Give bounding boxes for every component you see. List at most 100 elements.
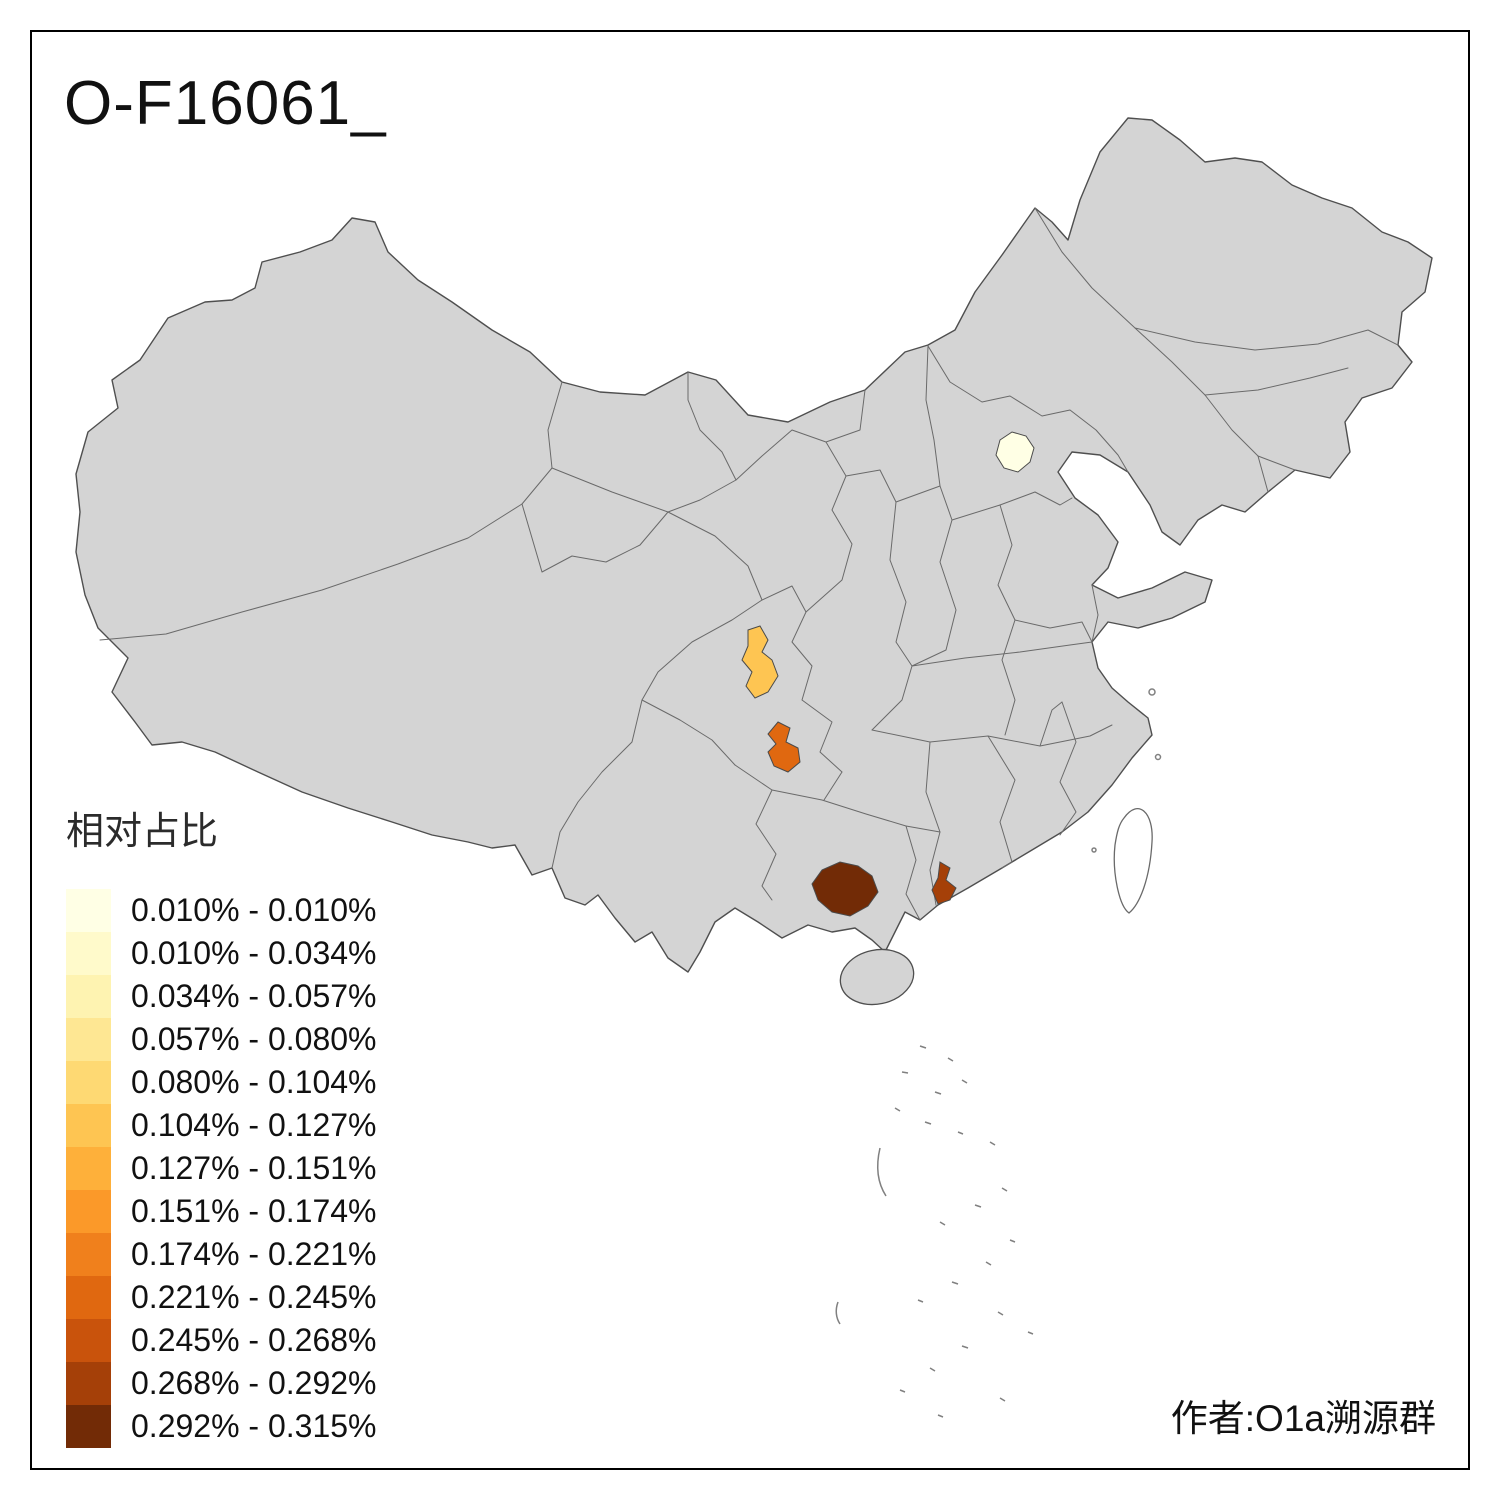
province-border	[951, 504, 1016, 736]
legend-swatch	[66, 1319, 111, 1362]
province-border	[99, 381, 563, 641]
province-border	[999, 491, 1073, 506]
province-border	[734, 764, 777, 901]
legend-label: 0.151% - 0.174%	[131, 1193, 377, 1229]
legend-label: 0.034% - 0.057%	[131, 978, 377, 1014]
province-border	[551, 467, 763, 601]
province-border	[1014, 619, 1093, 643]
legend-swatch	[66, 932, 111, 975]
sea-mark	[947, 1057, 954, 1062]
region-central-sichuan-area	[741, 625, 779, 699]
province-border	[641, 599, 763, 701]
sea-mark	[934, 1091, 942, 1095]
legend-swatch	[66, 1190, 111, 1233]
province-border	[825, 389, 866, 443]
province-border	[1257, 455, 1296, 471]
legend-item: 0.104% - 0.127%	[66, 1104, 377, 1147]
sea-mark	[997, 1311, 1004, 1316]
legend-items: 0.010% - 0.010% 0.010% - 0.034% 0.034% - 0…	[66, 889, 377, 1448]
province-border	[551, 699, 643, 869]
legend-item: 0.268% - 0.292%	[66, 1362, 377, 1405]
province-border	[1204, 367, 1349, 396]
sea-mark	[974, 1204, 982, 1208]
legend-swatch	[66, 1233, 111, 1276]
sea-mark	[899, 1389, 906, 1393]
legend-item: 0.010% - 0.010%	[66, 889, 377, 932]
south-china-sea-islands	[835, 1045, 1034, 1418]
province-border	[871, 724, 1113, 747]
legend-title: 相对占比	[66, 811, 219, 853]
sea-mark	[939, 1221, 946, 1226]
legend-item: 0.151% - 0.174%	[66, 1190, 377, 1233]
province-border	[911, 641, 1093, 667]
legend-item: 0.057% - 0.080%	[66, 1018, 377, 1061]
sea-mark	[999, 1397, 1006, 1402]
legend-label: 0.104% - 0.127%	[131, 1107, 377, 1143]
province-border	[823, 771, 843, 801]
sea-mark	[961, 1345, 969, 1349]
sea-mark	[957, 1131, 964, 1135]
legend-label: 0.057% - 0.080%	[131, 1021, 377, 1057]
legend-item: 0.174% - 0.221%	[66, 1233, 377, 1276]
china-mainland	[75, 117, 1433, 973]
coastal-islets	[1091, 688, 1162, 853]
legend-item: 0.292% - 0.315%	[66, 1405, 377, 1448]
islet	[1091, 847, 1097, 853]
province-border	[761, 585, 843, 773]
legend-label: 0.127% - 0.151%	[131, 1150, 377, 1186]
province-border	[1034, 207, 1269, 493]
province-border	[1059, 701, 1077, 836]
region-southeast-yunnan-area	[811, 861, 879, 917]
legend-item: 0.221% - 0.245%	[66, 1276, 377, 1319]
province-border	[927, 345, 1129, 473]
sea-mark	[1027, 1331, 1034, 1335]
region-chongqing-area	[767, 721, 801, 773]
province-border	[641, 699, 736, 766]
islet	[1154, 753, 1162, 761]
hainan-island	[839, 948, 915, 1006]
sea-mark	[917, 1299, 924, 1303]
sea-mark	[919, 1045, 927, 1049]
province-border	[925, 345, 941, 487]
legend-item: 0.127% - 0.151%	[66, 1147, 377, 1190]
legend-swatch	[66, 1362, 111, 1405]
legend-item: 0.245% - 0.268%	[66, 1319, 377, 1362]
sea-mark	[929, 1367, 936, 1372]
legend-swatch	[66, 1147, 111, 1190]
sea-mark	[989, 1141, 996, 1146]
legend-label: 0.268% - 0.292%	[131, 1365, 377, 1401]
region-beijing-area	[995, 431, 1035, 473]
legend-label: 0.010% - 0.010%	[131, 892, 377, 928]
province-border	[771, 789, 941, 833]
province-border	[1134, 327, 1399, 351]
region-western-guangdong-area	[931, 861, 957, 905]
legend-swatch	[66, 889, 111, 932]
sea-mark	[951, 1281, 959, 1285]
legend-swatch	[66, 1405, 111, 1448]
legend-item: 0.010% - 0.034%	[66, 932, 377, 975]
sea-mark	[961, 1079, 968, 1084]
sea-mark	[835, 1301, 841, 1325]
province-border	[905, 825, 921, 921]
province-border	[521, 503, 669, 573]
legend-label: 0.221% - 0.245%	[131, 1279, 377, 1315]
sea-mark	[877, 1147, 887, 1197]
legend-item: 0.080% - 0.104%	[66, 1061, 377, 1104]
legend-label: 0.245% - 0.268%	[131, 1322, 377, 1358]
legend-label: 0.010% - 0.034%	[131, 935, 377, 971]
legend-label: 0.292% - 0.315%	[131, 1408, 377, 1444]
sea-mark	[937, 1414, 944, 1418]
province-borders	[99, 207, 1399, 921]
legend-swatch	[66, 1104, 111, 1147]
legend-label: 0.080% - 0.104%	[131, 1064, 377, 1100]
province-border	[687, 371, 737, 481]
province-border	[845, 469, 913, 731]
legend-item: 0.034% - 0.057%	[66, 975, 377, 1018]
sea-mark	[1009, 1239, 1016, 1243]
islet	[1148, 688, 1156, 696]
legend-swatch	[66, 1061, 111, 1104]
province-border	[987, 735, 1016, 869]
sea-mark	[894, 1107, 901, 1112]
